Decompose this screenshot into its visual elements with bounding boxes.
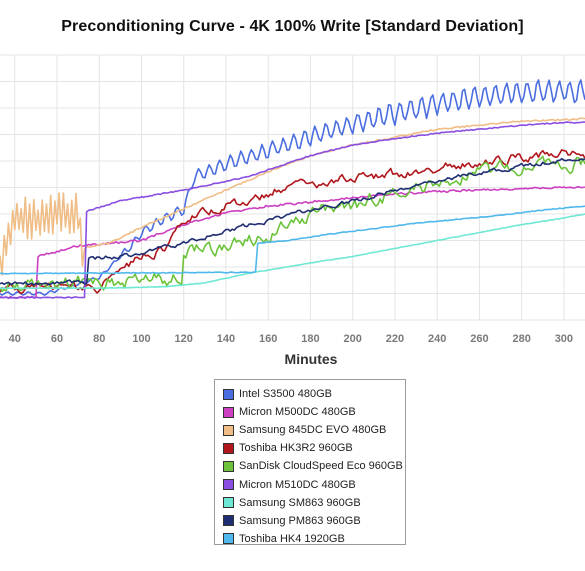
- x-tick-label: 140: [217, 333, 235, 345]
- legend-label: Micron M500DC 480GB: [239, 406, 356, 419]
- series-line-samsung-pm863-960gb: [0, 157, 585, 287]
- legend-item: Intel S3500 480GB: [223, 385, 405, 403]
- legend-label: SanDisk CloudSpeed Eco 960GB: [239, 460, 403, 473]
- legend-label: Samsung PM863 960GB: [239, 514, 361, 527]
- series-line-micron-m510dc-480gb: [0, 121, 585, 299]
- x-tick-label: 240: [428, 333, 446, 345]
- legend-label: Toshiba HK3R2 960GB: [239, 442, 353, 455]
- x-tick-label: 280: [512, 333, 530, 345]
- x-tick-label: 180: [301, 333, 319, 345]
- legend-swatch: [223, 424, 234, 436]
- legend-label: Toshiba HK4 1920GB: [239, 532, 345, 545]
- legend-label: Micron M510DC 480GB: [239, 478, 356, 491]
- x-tick-label: 160: [259, 333, 277, 345]
- legend-item: Toshiba HK4 1920GB: [223, 530, 405, 548]
- legend-label: Intel S3500 480GB: [239, 388, 332, 401]
- legend-item: Toshiba HK3R2 960GB: [223, 439, 405, 457]
- legend-item: Micron M510DC 480GB: [223, 475, 405, 493]
- x-tick-label: 40: [9, 333, 21, 345]
- legend-item: SanDisk CloudSpeed Eco 960GB: [223, 457, 405, 475]
- x-tick-label: 80: [93, 333, 105, 345]
- legend-label: Samsung SM863 960GB: [239, 496, 361, 509]
- legend-swatch: [223, 533, 234, 545]
- legend-item: Samsung PM863 960GB: [223, 512, 405, 530]
- legend-swatch: [223, 479, 234, 491]
- x-tick-label: 220: [386, 333, 404, 345]
- x-tick-label: 60: [51, 333, 63, 345]
- x-axis-label: Minutes: [285, 351, 338, 367]
- x-tick-label: 300: [555, 333, 573, 345]
- legend-item: Micron M500DC 480GB: [223, 403, 405, 421]
- x-tick-label: 120: [175, 333, 193, 345]
- x-tick-labels: 40 60 80 100 120 140 160 180 200 220 240 260 280 300: [9, 333, 573, 345]
- x-tick-label: 260: [470, 333, 488, 345]
- legend-label: Samsung 845DC EVO 480GB: [239, 424, 387, 437]
- legend-swatch: [223, 460, 234, 472]
- series-line-samsung-845dc-evo-480gb: [0, 117, 585, 277]
- series-line-samsung-sm863-960gb: [0, 213, 585, 290]
- legend-swatch: [223, 406, 234, 418]
- legend-item: Samsung SM863 960GB: [223, 494, 405, 512]
- x-tick-label: 100: [132, 333, 150, 345]
- chart-legend: Intel S3500 480GB Micron M500DC 480GB Sams…: [214, 379, 406, 545]
- legend-swatch: [223, 515, 234, 527]
- legend-item: Samsung 845DC EVO 480GB: [223, 421, 405, 439]
- legend-swatch: [223, 442, 234, 454]
- x-tick-label: 200: [344, 333, 362, 345]
- series-lines: [0, 79, 585, 300]
- legend-swatch: [223, 388, 234, 400]
- chart-title: Preconditioning Curve - 4K 100% Write [S…: [61, 18, 524, 35]
- grid: [0, 54, 585, 321]
- series-line-toshiba-hk4-1920gb: [0, 205, 585, 275]
- series-line-sandisk-cloudspeed-eco-960gb: [0, 155, 585, 293]
- legend-swatch: [223, 497, 234, 509]
